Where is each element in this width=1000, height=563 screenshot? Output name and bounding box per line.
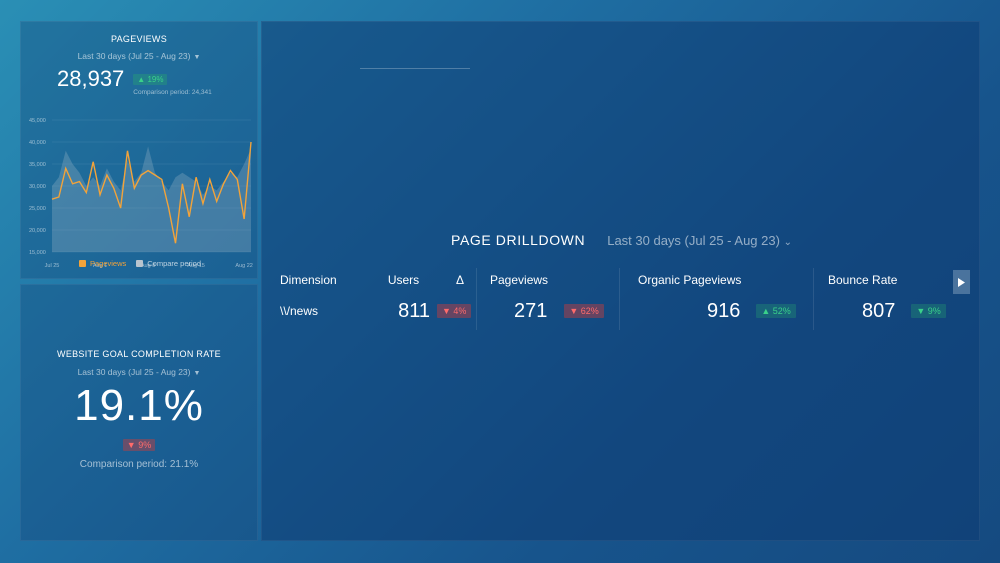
y-tick-label: 20,000 xyxy=(29,228,46,234)
series-compare-area xyxy=(52,146,251,252)
col-users[interactable]: Users xyxy=(387,273,420,287)
col-bounce-rate[interactable]: Bounce Rate xyxy=(828,273,898,287)
pageviews-value: 28,937 xyxy=(57,66,125,91)
legend-pageviews-label: Pageviews xyxy=(89,259,127,268)
row-users: 811 xyxy=(398,299,430,322)
row-dimension: \\/news xyxy=(280,304,319,318)
legend-pageviews[interactable]: Pageviews xyxy=(78,259,127,268)
goal-comparison: Comparison period: 21.1% xyxy=(79,459,199,470)
table-row[interactable]: \\/news 811 ▼ 4% 271 ▼ 62% 916 ▲ 52% 807 ▼ … xyxy=(267,292,971,330)
checkbox-icon xyxy=(78,260,86,267)
y-tick-label: 40,000 xyxy=(29,140,46,146)
y-tick-label: 30,000 xyxy=(29,184,46,190)
x-tick-label: Jul 25 xyxy=(45,263,60,269)
goal-value: 19.1% xyxy=(74,381,204,430)
y-tick-label: 25,000 xyxy=(29,206,46,212)
drilldown-table: Dimension Users Δ Pageviews Organic Page… xyxy=(267,268,971,330)
row-pageviews: 271 xyxy=(514,299,548,322)
drilldown-title: PAGE DRILLDOWN xyxy=(451,232,586,248)
scroll-right-button[interactable] xyxy=(953,270,970,294)
page-drilldown-widget: PAGE DRILLDOWN Last 30 days (Jul 25 - Au… xyxy=(261,21,980,541)
row-organic-pageviews: 916 xyxy=(707,299,741,322)
x-tick-label: Aug 15 xyxy=(187,263,204,269)
chevron-right-icon xyxy=(958,277,965,287)
col-delta[interactable]: Δ xyxy=(435,268,477,292)
chevron-down-icon: ⌄ xyxy=(783,237,792,248)
y-tick-label: 15,000 xyxy=(29,250,46,256)
x-tick-label: Aug 8 xyxy=(141,263,155,269)
col-dimension[interactable]: Dimension xyxy=(280,273,337,287)
row-pageviews-change: ▼ 62% xyxy=(564,304,604,318)
pageviews-date-range-label: Last 30 days (Jul 25 - Aug 23) xyxy=(77,51,191,61)
col-organic-pageviews[interactable]: Organic Pageviews xyxy=(620,268,814,292)
y-tick-label: 35,000 xyxy=(29,162,46,168)
x-tick-label: Aug 1 xyxy=(93,263,107,269)
chart-legend: Pageviews Compare period xyxy=(21,259,259,268)
goal-title: WEBSITE GOAL COMPLETION RATE xyxy=(57,349,221,359)
row-bounce-rate: 807 xyxy=(862,299,896,322)
y-tick-label: 45,000 xyxy=(29,118,46,124)
header-underline xyxy=(360,68,470,69)
col-pageviews[interactable]: Pageviews xyxy=(477,268,620,292)
drilldown-date-range[interactable]: Last 30 days (Jul 25 - Aug 23) ⌄ xyxy=(607,233,792,248)
row-users-change: ▼ 4% xyxy=(437,304,472,318)
chevron-down-icon: ▼ xyxy=(193,370,201,377)
goal-change-badge: ▼ 9% xyxy=(122,439,156,451)
checkbox-icon xyxy=(136,260,144,267)
pageviews-title: PAGEVIEWS xyxy=(110,34,168,44)
goal-date-range-label: Last 30 days (Jul 25 - Aug 23) xyxy=(77,367,191,377)
pageviews-date-range[interactable]: Last 30 days (Jul 25 - Aug 23) ▼ xyxy=(21,51,257,61)
pageviews-widget: PAGEVIEWS Last 30 days (Jul 25 - Aug 23)… xyxy=(20,21,258,279)
drilldown-date-range-label: Last 30 days (Jul 25 - Aug 23) xyxy=(607,233,780,248)
pageviews-chart: 15,000 20,000 25,000 30,000 35,000 40,000 45,0… xyxy=(29,118,253,269)
row-organic-change: ▲ 52% xyxy=(756,304,796,318)
series-pageviews-line xyxy=(51,141,252,244)
x-tick-label: Aug 22 xyxy=(235,263,252,269)
pageviews-comparison: Comparison period: 24,341 xyxy=(133,89,212,96)
goal-completion-widget: WEBSITE GOAL COMPLETION RATE Last 30 day… xyxy=(20,284,258,541)
table-header: Dimension Users Δ Pageviews Organic Page… xyxy=(267,268,971,292)
row-bounce-change: ▼ 9% xyxy=(911,304,946,318)
legend-compare-label: Compare period xyxy=(147,259,202,268)
legend-compare[interactable]: Compare period xyxy=(136,259,201,268)
chevron-down-icon: ▼ xyxy=(193,54,201,61)
pageviews-change-badge: ▲ 19% xyxy=(133,74,168,85)
goal-date-range[interactable]: Last 30 days (Jul 25 - Aug 23) ▼ xyxy=(21,367,257,377)
